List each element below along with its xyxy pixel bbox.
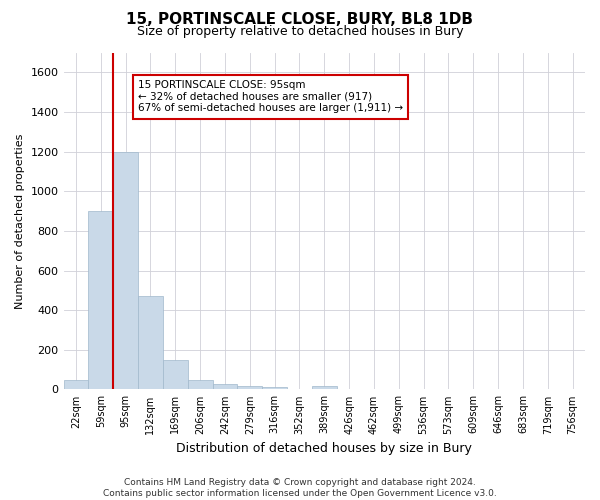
Bar (312, 386, 337, 390)
X-axis label: Distribution of detached houses by size in Bury: Distribution of detached houses by size … (176, 442, 472, 455)
Text: 15, PORTINSCALE CLOSE, BURY, BL8 1DB: 15, PORTINSCALE CLOSE, BURY, BL8 1DB (127, 12, 473, 28)
Bar (238, 386, 262, 390)
Bar (188, 380, 212, 390)
Bar (262, 388, 287, 390)
Bar (113, 152, 138, 390)
Bar (88, 211, 113, 390)
Bar (138, 296, 163, 390)
Y-axis label: Number of detached properties: Number of detached properties (15, 134, 25, 308)
Text: 15 PORTINSCALE CLOSE: 95sqm
← 32% of detached houses are smaller (917)
67% of se: 15 PORTINSCALE CLOSE: 95sqm ← 32% of det… (138, 80, 403, 114)
Text: Size of property relative to detached houses in Bury: Size of property relative to detached ho… (137, 25, 463, 38)
Bar (64, 380, 88, 390)
Text: Contains HM Land Registry data © Crown copyright and database right 2024.
Contai: Contains HM Land Registry data © Crown c… (103, 478, 497, 498)
Bar (163, 360, 188, 390)
Bar (212, 384, 238, 390)
